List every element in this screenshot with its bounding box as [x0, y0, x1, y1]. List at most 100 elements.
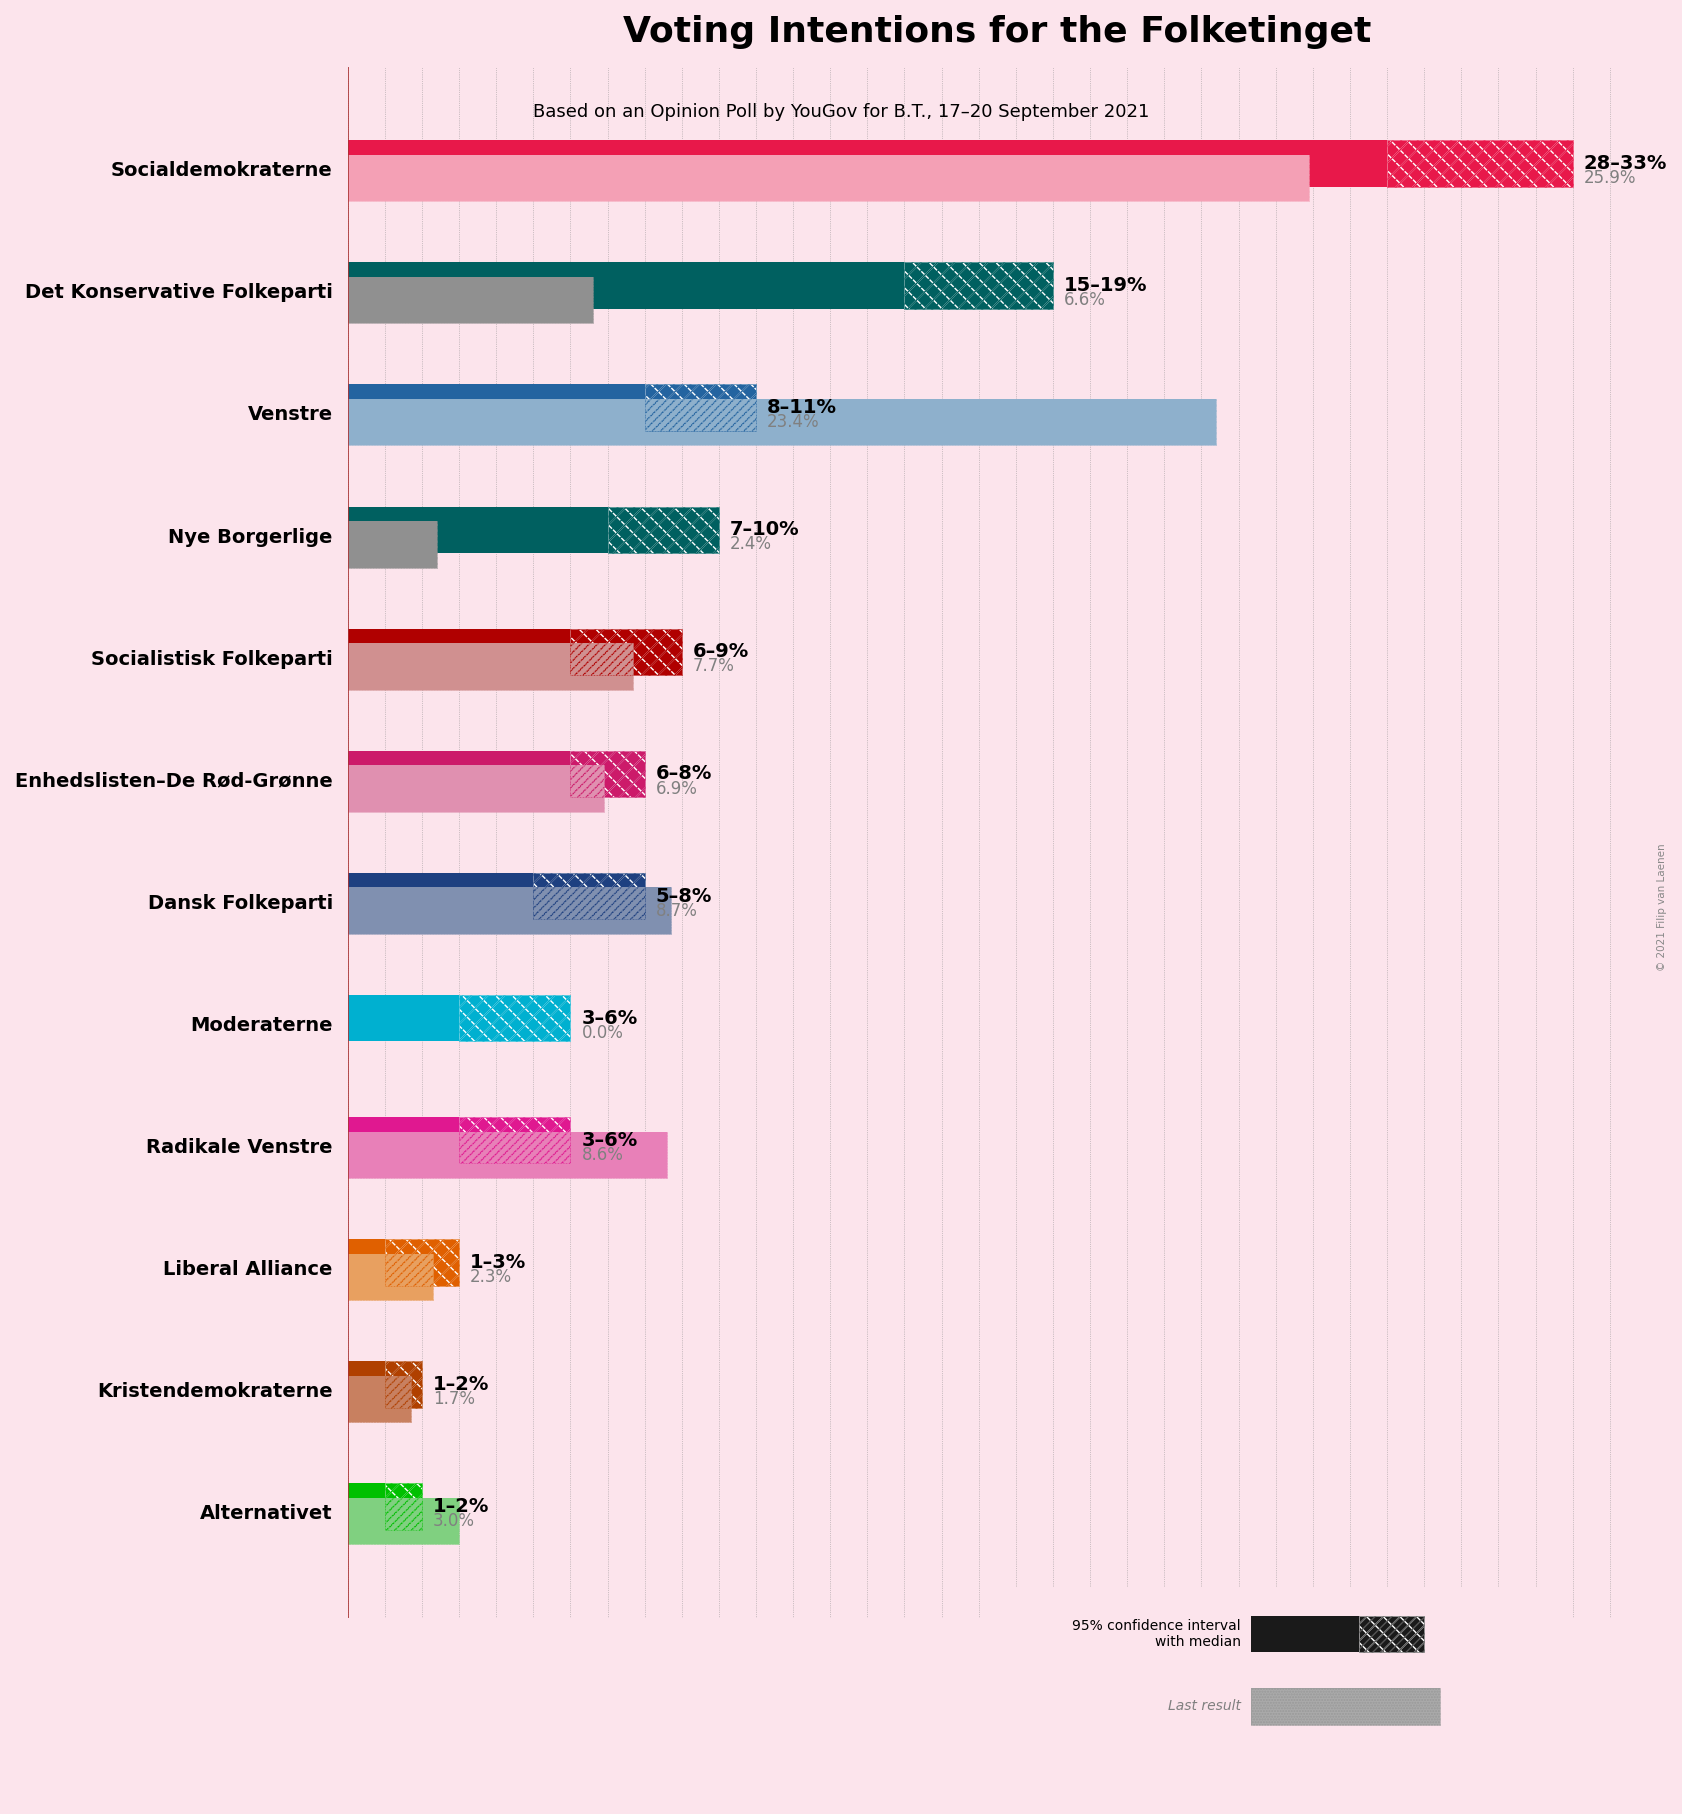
Bar: [905, 263, 1053, 308]
Bar: [348, 1375, 410, 1422]
Bar: [1359, 1616, 1423, 1653]
Bar: [459, 994, 570, 1041]
Bar: [533, 873, 644, 920]
Text: 8.6%: 8.6%: [582, 1146, 624, 1165]
Bar: [348, 278, 592, 323]
Bar: [385, 1360, 422, 1408]
Bar: [348, 399, 1216, 446]
Text: Liberal Alliance: Liberal Alliance: [163, 1261, 333, 1279]
Text: 6.6%: 6.6%: [1065, 292, 1107, 308]
Bar: [348, 1360, 385, 1408]
Text: 6.9%: 6.9%: [656, 780, 698, 798]
Bar: [348, 1484, 385, 1529]
Bar: [348, 1498, 459, 1544]
Bar: [385, 1484, 422, 1529]
Text: Enhedslisten–De Rød-Grønne: Enhedslisten–De Rød-Grønne: [15, 771, 333, 791]
Text: 8.7%: 8.7%: [656, 902, 698, 920]
Bar: [1388, 140, 1573, 187]
Bar: [348, 751, 570, 796]
Bar: [348, 278, 592, 323]
Bar: [348, 521, 437, 568]
Bar: [459, 1117, 570, 1163]
Bar: [348, 1132, 666, 1177]
Text: Socialdemokraterne: Socialdemokraterne: [111, 161, 333, 180]
Bar: [385, 1360, 422, 1408]
Bar: [607, 506, 718, 553]
Bar: [348, 140, 1388, 187]
Bar: [348, 994, 459, 1041]
Text: 1–3%: 1–3%: [471, 1253, 526, 1272]
Bar: [348, 629, 570, 675]
Text: 25.9%: 25.9%: [1584, 169, 1637, 187]
Text: 1–2%: 1–2%: [432, 1375, 489, 1393]
Bar: [348, 154, 1309, 201]
Bar: [348, 887, 671, 934]
Text: 1–2%: 1–2%: [432, 1497, 489, 1517]
Bar: [348, 644, 634, 689]
Bar: [607, 506, 718, 553]
Bar: [348, 1239, 385, 1286]
Bar: [348, 385, 644, 432]
Bar: [348, 263, 905, 308]
Text: 7–10%: 7–10%: [730, 521, 799, 539]
Text: Kristendemokraterne: Kristendemokraterne: [98, 1382, 333, 1400]
Text: 28–33%: 28–33%: [1584, 154, 1667, 172]
Text: Last result: Last result: [1167, 1700, 1241, 1714]
Text: Socialistisk Folkeparti: Socialistisk Folkeparti: [91, 649, 333, 669]
Text: 2.3%: 2.3%: [471, 1268, 513, 1286]
Bar: [348, 506, 607, 553]
Bar: [570, 629, 681, 675]
Text: 23.4%: 23.4%: [767, 414, 819, 432]
Bar: [459, 994, 570, 1041]
Bar: [348, 766, 604, 813]
Bar: [1251, 1616, 1359, 1653]
Text: 7.7%: 7.7%: [693, 657, 735, 675]
Text: Alternativet: Alternativet: [200, 1504, 333, 1524]
Text: 3–6%: 3–6%: [582, 1130, 637, 1150]
Bar: [385, 1239, 459, 1286]
Title: Voting Intentions for the Folketinget: Voting Intentions for the Folketinget: [622, 15, 1371, 49]
Text: © 2021 Filip van Laenen: © 2021 Filip van Laenen: [1657, 844, 1667, 970]
Bar: [644, 385, 755, 432]
Bar: [1388, 140, 1573, 187]
Bar: [348, 399, 1216, 446]
Text: 3–6%: 3–6%: [582, 1009, 637, 1027]
Text: 1.7%: 1.7%: [432, 1390, 474, 1408]
Bar: [348, 887, 671, 934]
Text: 6–9%: 6–9%: [693, 642, 748, 662]
Text: Moderaterne: Moderaterne: [190, 1016, 333, 1036]
Bar: [348, 521, 437, 568]
Text: Based on an Opinion Poll by YouGov for B.T., 17–20 September 2021: Based on an Opinion Poll by YouGov for B…: [533, 103, 1149, 122]
Bar: [348, 1117, 459, 1163]
Bar: [1359, 1616, 1423, 1653]
Text: Dansk Folkeparti: Dansk Folkeparti: [148, 894, 333, 912]
Text: 15–19%: 15–19%: [1065, 276, 1147, 296]
Bar: [1251, 1689, 1440, 1725]
Bar: [348, 1498, 459, 1544]
Bar: [570, 751, 644, 796]
Bar: [570, 751, 644, 796]
Bar: [348, 644, 634, 689]
Bar: [459, 1117, 570, 1163]
Text: Det Konservative Folkeparti: Det Konservative Folkeparti: [25, 283, 333, 303]
Bar: [570, 629, 681, 675]
Bar: [348, 1375, 410, 1422]
Bar: [348, 766, 604, 813]
Bar: [348, 1253, 432, 1301]
Text: Nye Borgerlige: Nye Borgerlige: [168, 528, 333, 546]
Text: Radikale Venstre: Radikale Venstre: [146, 1137, 333, 1157]
Bar: [1251, 1689, 1440, 1725]
Bar: [348, 154, 1309, 201]
Bar: [644, 385, 755, 432]
Bar: [348, 1253, 432, 1301]
Bar: [905, 263, 1053, 308]
Text: 0.0%: 0.0%: [582, 1023, 624, 1041]
Bar: [533, 873, 644, 920]
Text: 8–11%: 8–11%: [767, 397, 838, 417]
Bar: [348, 873, 533, 920]
Text: Venstre: Venstre: [247, 406, 333, 424]
Text: 3.0%: 3.0%: [432, 1513, 474, 1531]
Bar: [348, 1132, 666, 1177]
Text: 6–8%: 6–8%: [656, 764, 711, 784]
Text: 5–8%: 5–8%: [656, 887, 711, 905]
